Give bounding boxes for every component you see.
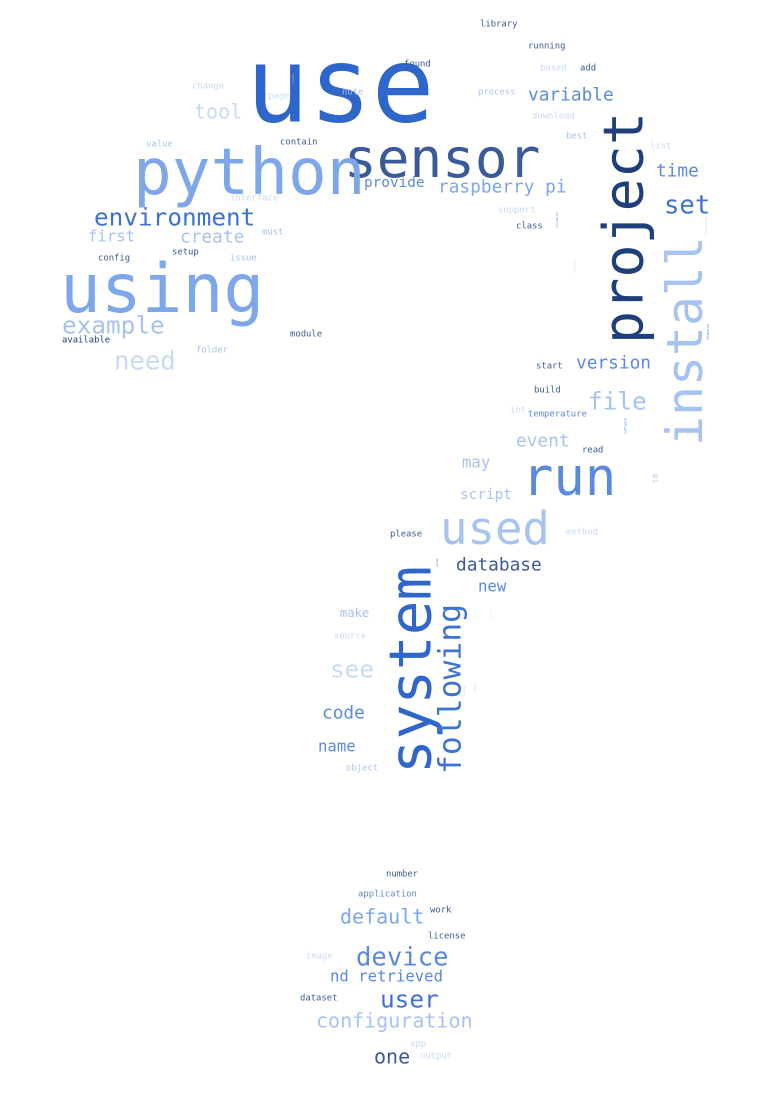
word-make: make xyxy=(340,607,370,621)
word-start: start xyxy=(536,361,563,371)
word-tool: tool xyxy=(194,101,243,124)
word-work: work xyxy=(430,905,452,915)
word-installation: installation xyxy=(463,685,466,695)
word-environment: environment xyxy=(94,203,256,232)
word-example: example xyxy=(62,311,165,340)
word-contain: contain xyxy=(280,137,318,147)
word-script: script xyxy=(460,486,512,503)
word-issue: issue xyxy=(230,253,257,263)
word-software: software xyxy=(623,418,628,434)
word-support: support xyxy=(498,205,536,215)
word-need: need xyxy=(114,345,176,376)
word-following: following xyxy=(431,603,468,774)
word-device: device xyxy=(356,941,449,972)
word-variable: variable xyxy=(528,84,614,105)
word-set: set xyxy=(664,189,711,220)
word-nd-retrieved: nd retrieved xyxy=(330,968,443,986)
word-default: default xyxy=(340,906,425,929)
word-please: please xyxy=(390,529,423,539)
word-change: change xyxy=(192,81,225,91)
word-setup: setup xyxy=(172,247,199,257)
word-class: class xyxy=(516,221,543,231)
word-provide: provide xyxy=(364,174,425,191)
word-used: used xyxy=(440,501,550,555)
word-note: note xyxy=(342,87,364,97)
word-run: run xyxy=(522,447,617,508)
word-based: based xyxy=(540,63,567,73)
word-number: number xyxy=(386,869,419,879)
word-temperature: temperature xyxy=(528,409,587,419)
word-application: application xyxy=(358,889,417,899)
word-image: image xyxy=(306,951,333,961)
word-config: config xyxy=(98,253,131,263)
word-running: running xyxy=(528,41,566,51)
word-first: first xyxy=(88,228,136,246)
word-library: library xyxy=(480,19,518,29)
word-python: python xyxy=(133,134,366,210)
word-project: project xyxy=(591,111,656,344)
word-one: one xyxy=(374,1046,411,1069)
word-see: see xyxy=(330,655,375,684)
word-method: method xyxy=(566,527,599,537)
word-server: server xyxy=(435,558,439,567)
word-code: code xyxy=(322,702,365,723)
word-analysis: analysis xyxy=(489,610,492,619)
word-property: property xyxy=(703,215,708,234)
word-add: add xyxy=(580,63,597,73)
word-process: process xyxy=(478,87,516,97)
word-raspberry-pi: raspberry pi xyxy=(438,176,567,197)
word-download: download xyxy=(532,111,575,121)
word-user: user xyxy=(380,985,439,1014)
word-source: source xyxy=(334,631,367,641)
word-module: module xyxy=(290,329,323,339)
word-must: must xyxy=(262,227,284,237)
word-int: int xyxy=(510,405,527,415)
word-result: result xyxy=(291,74,295,83)
word-object: object xyxy=(346,763,379,773)
word-model: model xyxy=(473,682,477,691)
word-list: list xyxy=(650,141,672,151)
word-use: use xyxy=(246,24,435,147)
word-repository: repository xyxy=(573,259,577,273)
word-database: database xyxy=(456,554,542,575)
word-available: available xyxy=(62,335,111,345)
word-version: version xyxy=(576,352,652,373)
word-best: best xyxy=(566,131,588,141)
word-value: value xyxy=(146,139,173,149)
word-read: read xyxy=(582,445,604,455)
word-output: output xyxy=(420,1051,453,1061)
word-install: install xyxy=(655,236,714,446)
word-sensor: sensor xyxy=(344,127,541,191)
word-name: name xyxy=(318,738,356,756)
word-may: may xyxy=(462,454,491,472)
word-configuration: configuration xyxy=(316,1010,473,1033)
word-file: file xyxy=(588,387,647,416)
word-feature: feature xyxy=(705,323,710,340)
word-page: page xyxy=(268,91,290,101)
word-new: new xyxy=(478,578,507,596)
word-build: build xyxy=(534,385,561,395)
word-folder: folder xyxy=(196,345,229,355)
word-using: using xyxy=(60,249,265,329)
word-license: license xyxy=(428,931,466,941)
word-information: information xyxy=(555,212,559,228)
word-found: found xyxy=(404,59,431,69)
word-time: time xyxy=(656,160,699,181)
word-ld: ld xyxy=(651,474,660,483)
word-create: create xyxy=(180,226,245,247)
word-dataset: dataset xyxy=(300,993,338,1003)
word-app: app xyxy=(410,1039,427,1049)
word-event: event xyxy=(516,430,570,451)
word-interface: interface xyxy=(230,193,279,203)
